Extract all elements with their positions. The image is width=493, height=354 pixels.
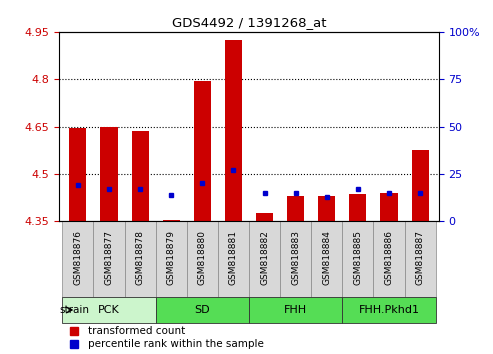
Bar xyxy=(350,194,366,221)
Bar xyxy=(125,221,156,297)
Bar xyxy=(412,150,428,221)
Text: transformed count: transformed count xyxy=(88,326,185,336)
Bar xyxy=(249,297,342,323)
Text: PCK: PCK xyxy=(98,305,120,315)
Bar xyxy=(373,221,405,297)
Bar xyxy=(93,221,125,297)
Bar xyxy=(287,196,304,221)
Bar xyxy=(194,81,211,221)
Bar xyxy=(342,221,373,297)
Bar xyxy=(218,221,249,297)
Bar xyxy=(318,196,335,221)
Text: FHH.Pkhd1: FHH.Pkhd1 xyxy=(358,305,420,315)
Bar xyxy=(187,221,218,297)
Bar xyxy=(62,297,156,323)
Text: GSM818877: GSM818877 xyxy=(105,230,113,285)
Bar xyxy=(225,40,242,221)
Text: GSM818876: GSM818876 xyxy=(73,230,82,285)
Text: GSM818879: GSM818879 xyxy=(167,230,176,285)
Text: strain: strain xyxy=(60,305,90,315)
Text: GSM818886: GSM818886 xyxy=(385,230,393,285)
Bar xyxy=(311,221,342,297)
Bar xyxy=(62,221,93,297)
Text: GSM818881: GSM818881 xyxy=(229,230,238,285)
Bar xyxy=(280,221,311,297)
Bar xyxy=(342,297,436,323)
Text: GSM818884: GSM818884 xyxy=(322,230,331,285)
Bar xyxy=(156,221,187,297)
Bar xyxy=(405,221,436,297)
Bar xyxy=(70,128,86,221)
Text: percentile rank within the sample: percentile rank within the sample xyxy=(88,339,263,349)
Bar xyxy=(256,213,273,221)
Bar xyxy=(381,193,397,221)
Bar xyxy=(163,220,180,221)
Bar xyxy=(132,131,148,221)
Title: GDS4492 / 1391268_at: GDS4492 / 1391268_at xyxy=(172,16,326,29)
Text: FHH: FHH xyxy=(284,305,307,315)
Bar xyxy=(156,297,249,323)
Text: GSM818887: GSM818887 xyxy=(416,230,424,285)
Bar xyxy=(101,127,117,221)
Text: GSM818882: GSM818882 xyxy=(260,230,269,285)
Text: GSM818878: GSM818878 xyxy=(136,230,144,285)
Text: GSM818883: GSM818883 xyxy=(291,230,300,285)
Text: GSM818880: GSM818880 xyxy=(198,230,207,285)
Text: SD: SD xyxy=(194,305,210,315)
Bar xyxy=(249,221,280,297)
Text: GSM818885: GSM818885 xyxy=(353,230,362,285)
